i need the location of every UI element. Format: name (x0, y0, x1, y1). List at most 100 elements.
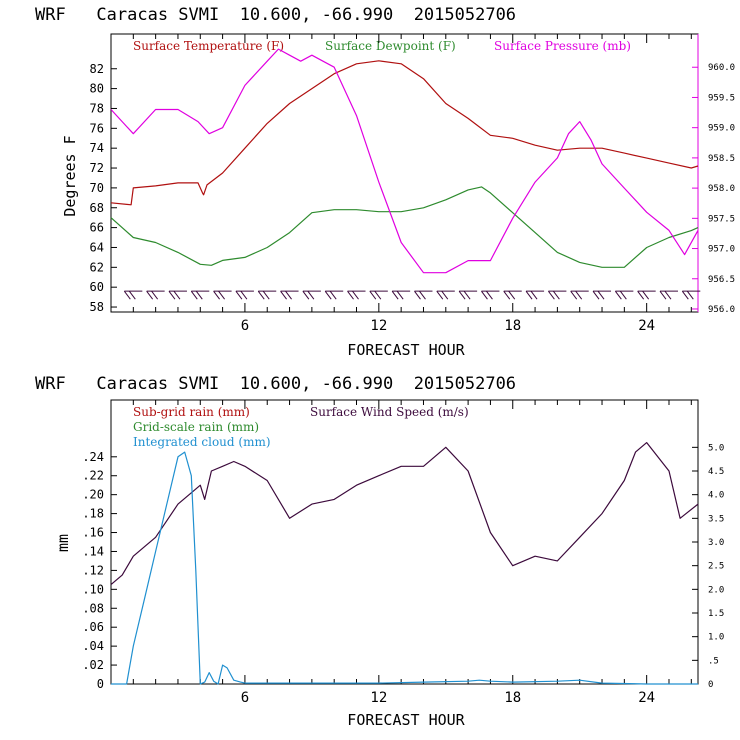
y-axis-title: mm (54, 534, 72, 552)
wind-barb (280, 290, 299, 300)
y-tick-label: .24 (82, 450, 104, 464)
y2-tick-label: 4.0 (708, 491, 724, 501)
wind-barb (681, 290, 701, 300)
y2-tick-label: 958.5 (708, 154, 735, 164)
y-tick-label: .22 (82, 469, 104, 483)
wind-barb (213, 290, 232, 300)
wind-barbs (123, 290, 701, 300)
series-line-surface-temperature-f (110, 60, 699, 206)
y2-tick-label: .5 (708, 656, 719, 666)
legend: Sub-grid rain (mm) Surface Wind Speed (m… (133, 405, 469, 449)
wind-barb (257, 290, 277, 300)
wind-barb (168, 290, 187, 300)
y2-tick-label: 956.5 (708, 275, 735, 285)
y-tick-label: 66 (90, 221, 104, 235)
wind-barb (302, 290, 321, 300)
wind-barb (525, 290, 545, 300)
x-tick-label: 6 (241, 318, 249, 334)
x-axis-title: FORECAST HOUR (347, 711, 465, 729)
temperature-chart: WRF Caracas SVMI 10.600, -66.990 2015052… (35, 5, 735, 359)
y-tick-label: 60 (90, 280, 104, 294)
wind-barb (503, 290, 522, 300)
y2-tick-label: 1.5 (708, 609, 724, 619)
chart-title: WRF Caracas SVMI 10.600, -66.990 2015052… (35, 5, 516, 25)
y2-tick-label: 956.0 (708, 305, 735, 315)
legend-dewpoint: Surface Dewpoint (F) (325, 39, 456, 53)
y2-tick-label: 0 (708, 680, 713, 690)
right-axis: 956.0 956.5 957.0 957.5 958.0 958.5 959.0 959.5… (692, 34, 735, 315)
y2-tick-label: 957.0 (708, 245, 735, 255)
x-tick-label: 18 (504, 690, 521, 706)
series-line-surface-wind-speed-m-s (110, 442, 699, 586)
y-axis-title: Degrees F (61, 135, 79, 216)
x-tick-label: 6 (241, 690, 249, 706)
y2-tick-label: 959.5 (708, 93, 735, 103)
y-tick-label: 76 (90, 121, 104, 135)
x-tick-label: 24 (638, 318, 655, 334)
y-tick-label: .02 (82, 658, 104, 672)
y2-tick-label: 958.0 (708, 184, 735, 194)
y-tick-label: 78 (90, 101, 104, 115)
y-tick-label: 80 (90, 82, 104, 96)
y2-tick-label: 3.0 (708, 538, 724, 548)
y-tick-label: .16 (82, 526, 104, 540)
y2-tick-label: 960.0 (708, 63, 735, 73)
wind-barb (614, 290, 634, 300)
legend-pressure: Surface Pressure (mb) (494, 39, 631, 53)
y2-tick-label: 957.5 (708, 214, 735, 224)
y-tick-label: .14 (82, 544, 104, 558)
wind-barb (659, 290, 678, 300)
x-tick-label: 24 (638, 690, 655, 706)
wind-barb (235, 290, 254, 300)
series-group (110, 48, 699, 274)
right-axis: 0 .5 1.0 1.5 2.0 2.5 3.0 3.5 4.0 4.5 5.0 (692, 443, 724, 690)
y-tick-label: 58 (90, 300, 104, 314)
series-line-surface-dewpoint-f (110, 186, 699, 268)
wind-barb (347, 290, 366, 300)
legend-subgrid-rain: Sub-grid rain (mm) (133, 405, 250, 419)
wind-barb (592, 290, 612, 300)
y-tick-label: 74 (90, 141, 104, 155)
y-tick-label: .20 (82, 488, 104, 502)
series-line-surface-pressure-mb (110, 48, 699, 274)
y2-tick-label: 5.0 (708, 443, 724, 453)
wind-barb (436, 290, 455, 300)
y-tick-label: .04 (82, 639, 104, 653)
y-tick-label: .18 (82, 507, 104, 521)
x-tick-label: 12 (370, 690, 387, 706)
wind-barb (369, 290, 388, 300)
legend-wind-speed: Surface Wind Speed (m/s) (310, 405, 469, 419)
y-tick-label: 68 (90, 201, 104, 215)
y2-tick-label: 959.0 (708, 124, 735, 134)
y-tick-label: .06 (82, 620, 104, 634)
wind-barb (146, 290, 165, 300)
x-axis: 6 12 18 24 (132, 34, 692, 334)
y-tick-label: 0 (97, 677, 104, 691)
y-tick-label: 70 (90, 181, 104, 195)
y2-tick-label: 2.5 (708, 562, 724, 572)
left-axis: 0 .02 .04 .06 .08 .10 .12 .14 .16 .18 .20 .22 .24 (82, 450, 117, 691)
y-tick-label: 82 (90, 62, 104, 76)
series-group (110, 442, 699, 685)
wind-barb (324, 290, 344, 300)
wind-barb (190, 290, 210, 300)
y-tick-label: 62 (90, 260, 104, 274)
y2-tick-label: 2.0 (708, 585, 724, 595)
left-axis: 58 60 62 64 66 68 70 72 74 76 78 80 82 (90, 62, 117, 314)
wind-barb (547, 290, 567, 300)
chart-title: WRF Caracas SVMI 10.600, -66.990 2015052… (35, 374, 516, 394)
wind-barb (123, 290, 143, 300)
y2-tick-label: 4.5 (708, 467, 724, 477)
y2-tick-label: 3.5 (708, 514, 724, 524)
wind-barb (637, 290, 656, 300)
y-tick-label: 72 (90, 161, 104, 175)
x-tick-label: 18 (504, 318, 521, 334)
legend-temperature: Surface Temperature (F) (133, 39, 284, 53)
y-tick-label: .10 (82, 582, 104, 596)
y-tick-label: .12 (82, 563, 104, 577)
x-tick-label: 12 (370, 318, 387, 334)
precipitation-chart: WRF Caracas SVMI 10.600, -66.990 2015052… (35, 374, 724, 729)
legend: Surface Temperature (F) Surface Dewpoint… (133, 39, 631, 53)
x-axis-title: FORECAST HOUR (347, 341, 465, 359)
